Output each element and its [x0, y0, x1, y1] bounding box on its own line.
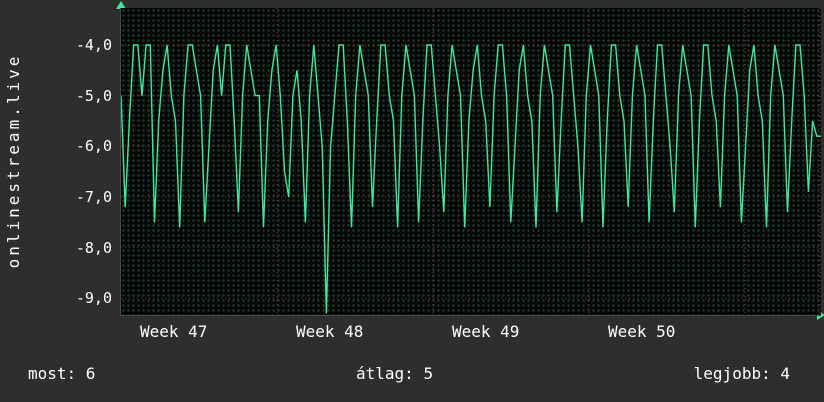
x-axis-tick-label: Week 48 [296, 322, 364, 341]
y-axis-arrow-icon [116, 1, 126, 9]
y-axis-tick-label: -7,0 [75, 187, 112, 206]
data-line [121, 44, 821, 314]
stat-most: most: 6 [28, 363, 96, 383]
stats-row: most: 6 átlag: 5 legjobb: 4 [0, 362, 824, 384]
x-axis-tick-label: Week 49 [452, 322, 520, 341]
y-axis-tick-label: -4,0 [75, 35, 112, 54]
y-axis-tick-label: -9,0 [75, 289, 112, 308]
stat-atlag: átlag: 5 [356, 363, 434, 383]
y-axis-tick-label: -6,0 [75, 137, 112, 156]
vertical-axis-title: onlinestream.live [4, 53, 23, 269]
stat-legjobb: legjobb: 4 [693, 363, 790, 383]
x-axis-tick-labels: Week 47 Week 48 Week 49 Week 50 [120, 322, 820, 342]
x-axis-tick-label: Week 50 [608, 322, 676, 341]
y-axis-tick-label: -5,0 [75, 86, 112, 105]
y-axis-tick-label: -8,0 [75, 238, 112, 257]
x-axis-tick-label: Week 47 [140, 322, 208, 341]
line-chart [121, 8, 821, 315]
plot-area [120, 8, 821, 316]
